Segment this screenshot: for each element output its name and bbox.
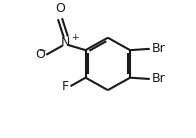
Text: −: −	[38, 45, 45, 54]
Text: +: +	[71, 33, 78, 42]
Text: F: F	[61, 80, 69, 93]
Text: Br: Br	[152, 72, 165, 85]
Text: O: O	[55, 2, 65, 15]
Text: O: O	[35, 48, 45, 61]
Text: Br: Br	[152, 42, 165, 55]
Text: N: N	[61, 36, 71, 49]
